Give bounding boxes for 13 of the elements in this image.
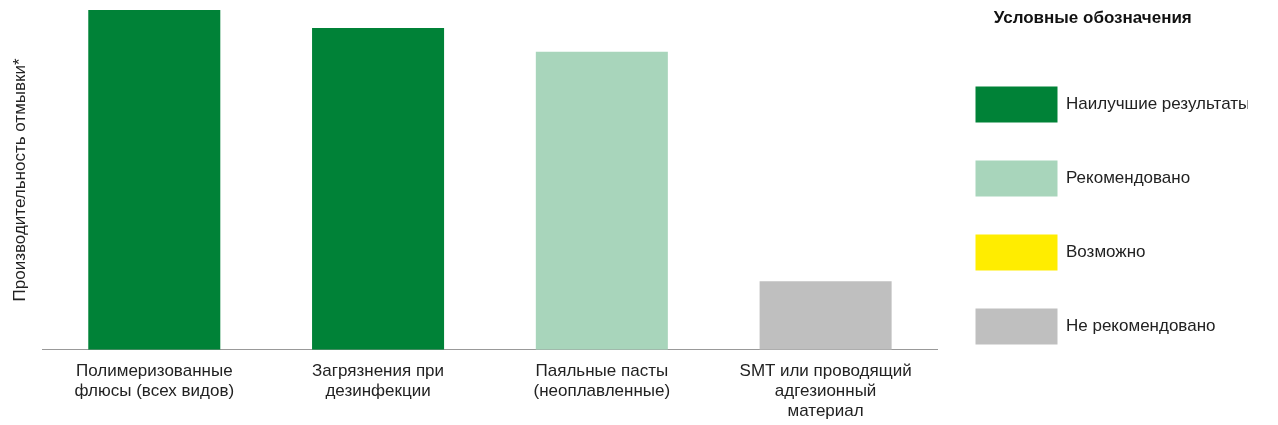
y-axis-title: Производительность отмывки* <box>9 57 29 302</box>
bar <box>759 281 892 350</box>
legend-label: Не рекомендовано <box>1066 316 1216 336</box>
x-tick-label: SMT или проводящий адгезионный материал <box>739 360 912 421</box>
bar <box>88 10 221 350</box>
x-tick-label: Полимеризованные флюсы (всех видов) <box>74 360 235 401</box>
legend-label: Рекомендовано <box>1066 168 1191 188</box>
x-tick-label: Паяльные пасты (неоплавленные) <box>533 360 671 401</box>
legend-label: Возможно <box>1066 242 1146 262</box>
legend-title: Условные обозначения <box>993 8 1192 28</box>
bar <box>535 51 668 350</box>
x-tick-label: Загрязнения при дезинфекции <box>312 360 445 401</box>
bar <box>312 28 445 350</box>
